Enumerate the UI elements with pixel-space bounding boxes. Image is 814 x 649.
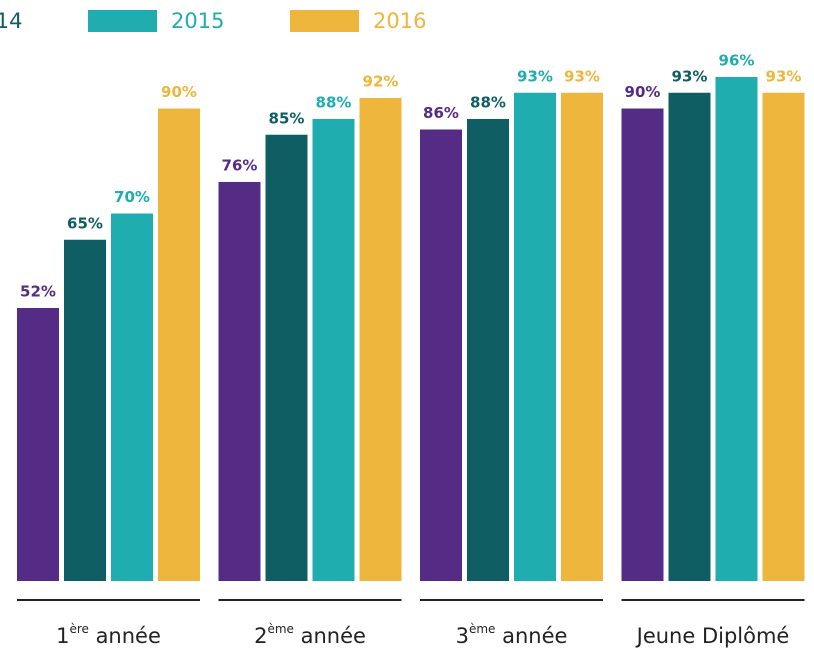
bar bbox=[17, 308, 59, 581]
x-tick-label: 1ère année bbox=[56, 622, 161, 649]
value-label: 93% bbox=[564, 67, 600, 85]
legend-label: 2014 bbox=[0, 9, 22, 33]
label-part: 2 bbox=[254, 624, 267, 648]
bar bbox=[64, 239, 106, 581]
value-label: 93% bbox=[766, 67, 802, 85]
value-label: 70% bbox=[114, 188, 150, 206]
x-tick-label: 3ème année bbox=[456, 622, 568, 649]
label-part: ère bbox=[69, 622, 88, 636]
bar bbox=[158, 108, 200, 581]
value-label: 85% bbox=[269, 109, 305, 127]
legend-label: 2016 bbox=[373, 9, 426, 33]
bar bbox=[762, 92, 805, 581]
legend-swatch bbox=[290, 10, 359, 32]
bar bbox=[312, 119, 355, 581]
label-part: année bbox=[89, 624, 161, 648]
bar bbox=[561, 92, 603, 581]
bar bbox=[420, 129, 462, 581]
value-label: 88% bbox=[316, 94, 352, 112]
bar bbox=[467, 119, 509, 581]
value-label: 93% bbox=[517, 67, 553, 85]
bar bbox=[218, 182, 261, 581]
value-label: 76% bbox=[222, 157, 258, 175]
value-label: 90% bbox=[161, 83, 197, 101]
value-label: 93% bbox=[672, 67, 708, 85]
bar bbox=[514, 92, 556, 581]
bar bbox=[359, 98, 402, 581]
legend-swatch bbox=[88, 10, 157, 32]
bar bbox=[621, 108, 664, 581]
value-label: 96% bbox=[719, 52, 755, 70]
x-tick-label: Jeune Diplômé bbox=[635, 624, 790, 648]
value-label: 92% bbox=[363, 73, 399, 91]
label-part: année bbox=[294, 624, 366, 648]
value-label: 90% bbox=[625, 83, 661, 101]
bar bbox=[668, 92, 711, 581]
bar bbox=[265, 134, 308, 581]
bar bbox=[111, 213, 153, 581]
legend-label: 2015 bbox=[171, 9, 224, 33]
label-part: 3 bbox=[456, 624, 469, 648]
label-part: année bbox=[495, 624, 567, 648]
value-label: 88% bbox=[470, 94, 506, 112]
bar bbox=[715, 77, 758, 581]
value-label: 86% bbox=[423, 104, 459, 122]
value-label: 52% bbox=[20, 283, 56, 301]
label-part: 1 bbox=[56, 624, 69, 648]
value-label: 65% bbox=[67, 214, 103, 232]
x-tick-label: 2ème année bbox=[254, 622, 366, 649]
label-part: ème bbox=[267, 622, 293, 636]
label-part: ème bbox=[469, 622, 495, 636]
